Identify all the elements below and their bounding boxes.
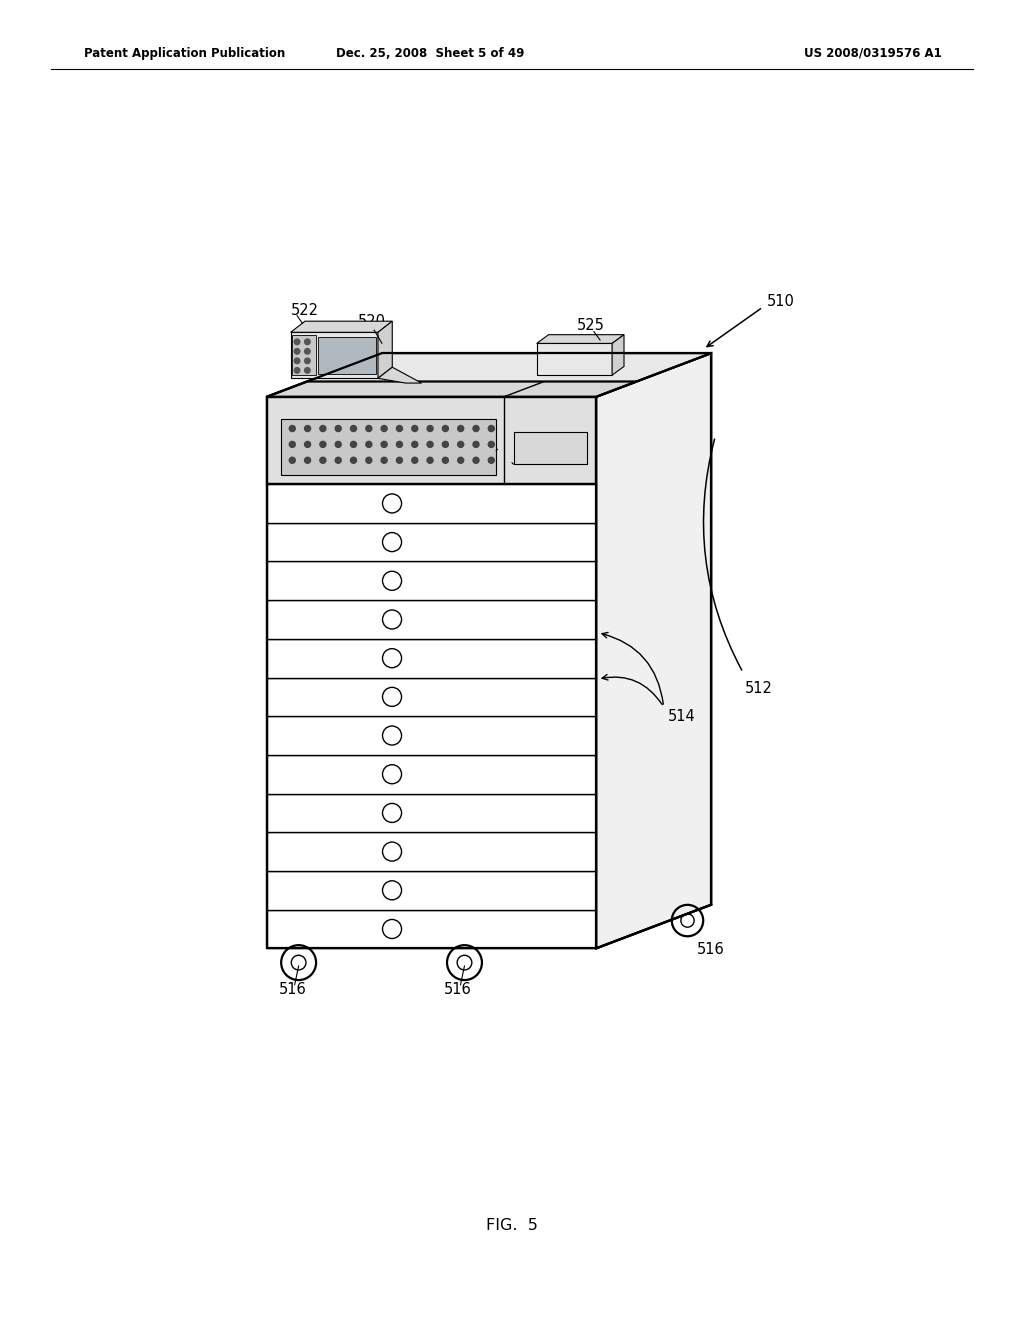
- Circle shape: [294, 348, 300, 354]
- Polygon shape: [267, 397, 596, 484]
- Text: 510: 510: [767, 294, 795, 309]
- Circle shape: [304, 425, 310, 432]
- Polygon shape: [267, 523, 596, 561]
- Text: 520: 520: [358, 314, 386, 330]
- Circle shape: [304, 367, 310, 374]
- Circle shape: [442, 425, 449, 432]
- Circle shape: [427, 425, 433, 432]
- Polygon shape: [267, 677, 596, 717]
- Text: 525: 525: [577, 318, 604, 334]
- Circle shape: [294, 367, 300, 374]
- Text: 512: 512: [744, 681, 772, 696]
- Circle shape: [350, 425, 356, 432]
- Text: US 2008/0319576 A1: US 2008/0319576 A1: [804, 46, 942, 59]
- Polygon shape: [282, 418, 496, 475]
- Circle shape: [366, 457, 372, 463]
- Polygon shape: [267, 484, 596, 523]
- Circle shape: [396, 457, 402, 463]
- Circle shape: [319, 441, 326, 447]
- Polygon shape: [267, 717, 596, 755]
- Polygon shape: [267, 601, 596, 639]
- Circle shape: [289, 425, 295, 432]
- Text: 516: 516: [444, 982, 472, 997]
- Text: Dec. 25, 2008  Sheet 5 of 49: Dec. 25, 2008 Sheet 5 of 49: [336, 46, 524, 59]
- Circle shape: [381, 425, 387, 432]
- Text: 516: 516: [697, 942, 725, 957]
- Circle shape: [335, 441, 341, 447]
- Circle shape: [304, 348, 310, 354]
- Circle shape: [366, 425, 372, 432]
- Circle shape: [412, 425, 418, 432]
- Circle shape: [412, 441, 418, 447]
- Circle shape: [442, 457, 449, 463]
- Circle shape: [294, 358, 300, 363]
- Text: FIG.  5: FIG. 5: [486, 1218, 538, 1233]
- Circle shape: [319, 457, 326, 463]
- Circle shape: [381, 441, 387, 447]
- Polygon shape: [378, 321, 392, 379]
- Polygon shape: [378, 367, 422, 383]
- Circle shape: [289, 457, 295, 463]
- Polygon shape: [267, 561, 596, 601]
- Polygon shape: [318, 337, 376, 374]
- Circle shape: [458, 425, 464, 432]
- Polygon shape: [537, 335, 624, 343]
- Circle shape: [335, 425, 341, 432]
- Circle shape: [381, 457, 387, 463]
- Circle shape: [488, 425, 495, 432]
- Polygon shape: [267, 381, 637, 397]
- Polygon shape: [612, 335, 624, 375]
- Circle shape: [473, 457, 479, 463]
- Circle shape: [319, 425, 326, 432]
- Circle shape: [427, 441, 433, 447]
- Polygon shape: [596, 354, 712, 948]
- Text: 522: 522: [291, 302, 318, 318]
- Polygon shape: [267, 639, 596, 677]
- Polygon shape: [267, 909, 596, 948]
- Polygon shape: [537, 343, 612, 375]
- Polygon shape: [267, 354, 712, 397]
- Circle shape: [396, 441, 402, 447]
- Circle shape: [473, 425, 479, 432]
- Polygon shape: [291, 333, 378, 379]
- Text: 514: 514: [668, 709, 695, 723]
- Text: 518: 518: [498, 441, 525, 455]
- Circle shape: [304, 339, 310, 345]
- Text: Patent Application Publication: Patent Application Publication: [84, 46, 286, 59]
- Circle shape: [289, 441, 295, 447]
- Circle shape: [488, 441, 495, 447]
- Circle shape: [350, 457, 356, 463]
- Circle shape: [458, 457, 464, 463]
- Text: 516: 516: [279, 982, 306, 997]
- Circle shape: [304, 358, 310, 363]
- Text: 524: 524: [512, 457, 540, 471]
- Circle shape: [473, 441, 479, 447]
- Circle shape: [442, 441, 449, 447]
- Circle shape: [350, 441, 356, 447]
- Polygon shape: [291, 321, 392, 333]
- Polygon shape: [292, 335, 316, 375]
- Circle shape: [304, 457, 310, 463]
- Circle shape: [458, 441, 464, 447]
- Polygon shape: [267, 755, 596, 793]
- Circle shape: [396, 425, 402, 432]
- Circle shape: [412, 457, 418, 463]
- Circle shape: [366, 441, 372, 447]
- Polygon shape: [267, 397, 596, 948]
- Circle shape: [427, 457, 433, 463]
- Polygon shape: [267, 793, 596, 833]
- Circle shape: [294, 339, 300, 345]
- Circle shape: [488, 457, 495, 463]
- Circle shape: [335, 457, 341, 463]
- Polygon shape: [267, 833, 596, 871]
- Polygon shape: [267, 871, 596, 909]
- Circle shape: [304, 441, 310, 447]
- Polygon shape: [513, 433, 587, 465]
